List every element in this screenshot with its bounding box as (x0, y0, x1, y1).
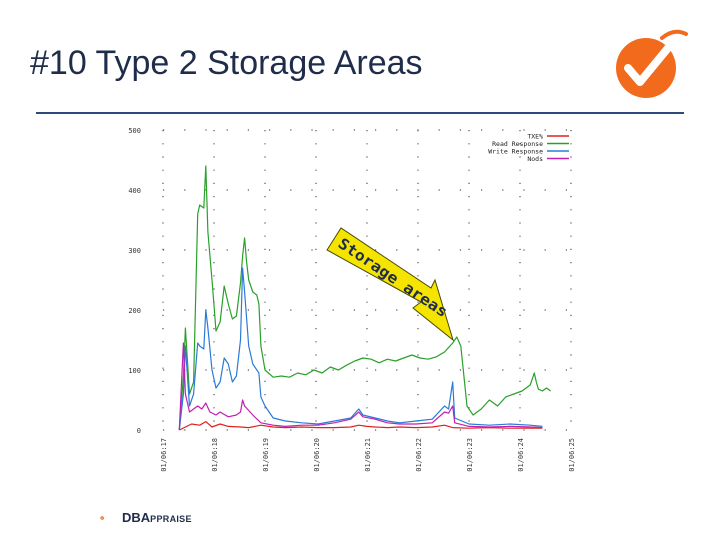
checkmark-logo-icon (616, 29, 688, 98)
series-line-write-response (178, 267, 543, 431)
series-line-read-response (178, 165, 551, 431)
y-tick-label: 500 (128, 127, 141, 135)
chart-series (178, 165, 551, 431)
slide-title: #10 Type 2 Storage Areas (30, 44, 423, 82)
annotation-arrow: Storage areas (326, 227, 454, 342)
footer-brand: DBAPPRAISE (122, 510, 192, 525)
y-tick-label: 0 (137, 427, 141, 435)
x-tick-label: 01/06:23 (466, 438, 474, 472)
legend-label: Write Response (488, 148, 543, 156)
chart-grid (162, 129, 572, 431)
footer-brand-suffix: PPRAISE (150, 514, 192, 524)
x-tick-label: 01/06:25 (568, 438, 576, 472)
footer-brand-prefix: DBA (122, 510, 151, 525)
series-line-txe (179, 421, 543, 431)
legend-label: TXE% (527, 133, 543, 141)
x-tick-label: 01/06:24 (517, 438, 525, 472)
x-tick-label: 01/06:18 (211, 438, 219, 472)
legend-label: Read Response (492, 140, 543, 148)
x-tick-label: 01/06:19 (262, 438, 270, 472)
chart-axes: 0 100 200 300 400 500 01/06:17 01/06:18 01/06:19… (128, 127, 576, 472)
series-line-nods (178, 342, 543, 431)
x-tick-label: 01/06:17 (160, 438, 168, 472)
title-divider (36, 112, 684, 114)
y-tick-label: 400 (128, 187, 141, 195)
x-tick-label: 01/06:22 (415, 438, 423, 472)
response-time-chart: 0 100 200 300 400 500 01/06:17 01/06:18 01/06:19… (128, 127, 576, 472)
y-tick-label: 300 (128, 247, 141, 255)
y-tick-label: 200 (128, 307, 141, 315)
footer-checkmark-icon (100, 516, 104, 520)
annotation-arrow-shape (326, 227, 454, 342)
legend-label: Nods (527, 155, 543, 163)
annotation-label: Storage areas (335, 234, 451, 320)
x-tick-label: 01/06:21 (364, 438, 372, 472)
y-tick-label: 100 (128, 367, 141, 375)
x-tick-label: 01/06:20 (313, 438, 321, 472)
